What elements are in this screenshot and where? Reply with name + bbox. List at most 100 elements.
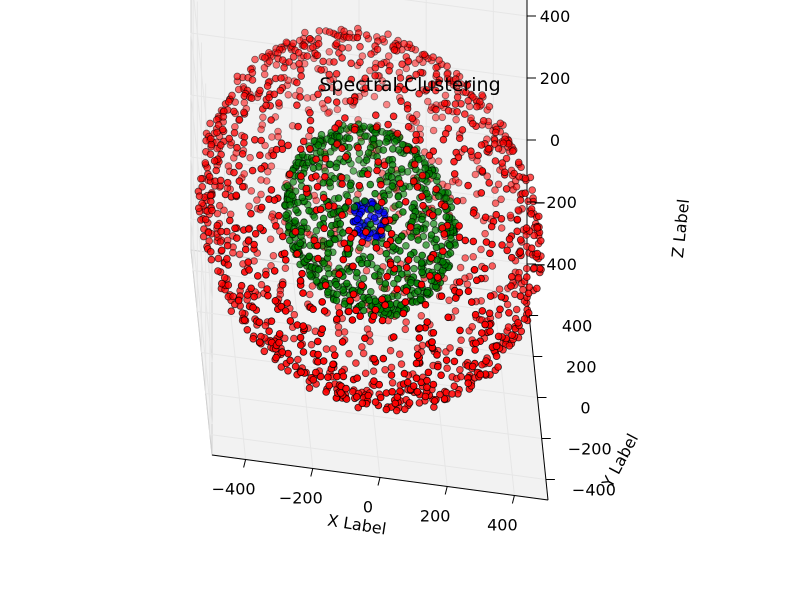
- data-point: [272, 61, 281, 69]
- data-point: [382, 240, 391, 249]
- data-point: [195, 192, 204, 201]
- data-point: [401, 198, 410, 206]
- data-point: [417, 311, 426, 320]
- data-point: [374, 158, 383, 166]
- data-point: [217, 141, 225, 149]
- data-point: [257, 125, 265, 134]
- data-point: [267, 261, 275, 270]
- data-point: [235, 250, 244, 259]
- data-point: [533, 224, 542, 232]
- data-point: [437, 371, 445, 380]
- data-point: [305, 252, 314, 261]
- data-point: [305, 34, 314, 43]
- data-point: [277, 139, 286, 148]
- data-point: [220, 206, 228, 215]
- data-point: [325, 381, 334, 390]
- data-point: [450, 170, 459, 178]
- data-point: [291, 217, 300, 225]
- data-point: [431, 113, 440, 122]
- data-points: [194, 24, 545, 415]
- grid-line: [190, 218, 213, 425]
- data-point: [432, 235, 441, 244]
- data-point: [438, 113, 447, 122]
- data-point: [250, 240, 258, 249]
- data-point: [407, 233, 416, 241]
- data-point: [442, 356, 451, 365]
- data-point: [396, 74, 405, 82]
- data-point: [412, 70, 420, 79]
- data-point: [306, 145, 314, 153]
- data-point: [472, 102, 481, 111]
- data-point: [380, 161, 389, 170]
- data-point: [374, 84, 383, 92]
- data-point: [338, 338, 347, 346]
- data-point: [213, 221, 222, 230]
- data-point: [442, 194, 450, 203]
- data-point: [414, 287, 422, 295]
- x-tick-label: 0: [363, 498, 373, 517]
- data-point: [353, 268, 361, 277]
- data-point: [432, 105, 440, 114]
- data-point: [365, 296, 374, 305]
- data-point: [477, 189, 486, 197]
- data-point: [455, 288, 464, 297]
- data-point: [272, 145, 281, 154]
- data-point: [230, 129, 239, 137]
- data-point: [207, 255, 216, 264]
- data-point: [310, 236, 319, 245]
- data-point: [329, 360, 337, 369]
- data-point: [377, 60, 386, 69]
- data-point: [387, 371, 396, 379]
- data-point: [361, 84, 370, 93]
- data-point: [240, 139, 248, 147]
- data-point: [460, 110, 469, 118]
- data-point: [491, 186, 499, 194]
- data-point: [324, 373, 332, 382]
- data-point: [429, 380, 438, 389]
- data-point: [214, 267, 222, 275]
- data-point: [474, 151, 482, 160]
- data-point: [396, 179, 405, 188]
- data-point: [353, 374, 362, 382]
- data-point: [423, 383, 431, 392]
- data-point: [270, 267, 279, 275]
- data-point: [358, 399, 367, 408]
- data-point: [356, 42, 364, 51]
- data-point: [468, 362, 477, 371]
- data-point: [502, 185, 511, 193]
- data-point: [376, 393, 385, 402]
- data-point: [247, 187, 256, 195]
- data-point: [440, 99, 449, 108]
- data-point: [418, 171, 427, 180]
- data-point: [398, 60, 406, 68]
- data-point: [207, 140, 216, 149]
- data-point: [308, 282, 317, 290]
- data-point: [344, 43, 353, 52]
- data-point: [311, 368, 320, 377]
- y-tick-label: 400: [562, 317, 593, 336]
- data-point: [261, 321, 270, 330]
- data-point: [230, 107, 238, 116]
- data-point: [440, 395, 449, 403]
- data-point: [371, 306, 380, 314]
- data-point: [503, 246, 512, 255]
- data-point: [297, 72, 306, 80]
- data-point: [429, 53, 437, 61]
- data-point: [331, 124, 339, 132]
- data-point: [422, 241, 430, 249]
- data-point: [393, 255, 402, 264]
- data-point: [336, 220, 345, 228]
- data-point: [207, 197, 215, 206]
- data-point: [408, 114, 417, 123]
- data-point: [234, 85, 243, 94]
- data-point: [455, 222, 463, 230]
- data-point: [314, 350, 322, 359]
- data-point: [218, 279, 226, 288]
- data-point: [432, 185, 441, 194]
- data-point: [277, 302, 286, 311]
- data-point: [326, 229, 335, 238]
- data-point: [397, 165, 406, 173]
- data-point: [321, 281, 330, 290]
- data-point: [275, 338, 283, 347]
- data-point: [353, 33, 362, 42]
